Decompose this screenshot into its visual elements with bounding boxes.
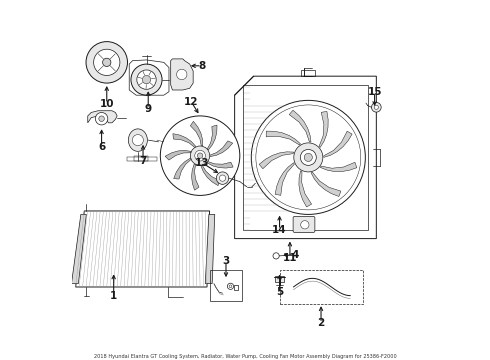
Polygon shape xyxy=(72,215,86,284)
Bar xyxy=(134,156,148,161)
Polygon shape xyxy=(173,134,196,148)
Text: 2: 2 xyxy=(318,318,325,328)
Text: 9: 9 xyxy=(145,104,152,114)
Polygon shape xyxy=(171,59,193,90)
Bar xyxy=(275,276,284,282)
Circle shape xyxy=(131,64,162,95)
Text: 6: 6 xyxy=(98,142,105,152)
Text: 1: 1 xyxy=(110,291,117,301)
Circle shape xyxy=(195,150,205,161)
Text: 13: 13 xyxy=(195,158,209,167)
Circle shape xyxy=(220,175,226,181)
Circle shape xyxy=(304,153,313,161)
Circle shape xyxy=(191,146,210,165)
Bar xyxy=(127,157,157,161)
Text: 15: 15 xyxy=(368,87,382,97)
Polygon shape xyxy=(319,111,328,147)
Ellipse shape xyxy=(128,129,147,151)
Text: 8: 8 xyxy=(198,61,205,71)
Polygon shape xyxy=(173,158,192,179)
Circle shape xyxy=(294,143,323,172)
Polygon shape xyxy=(75,211,210,287)
Circle shape xyxy=(86,42,127,83)
Text: 7: 7 xyxy=(139,156,147,166)
Polygon shape xyxy=(207,125,217,150)
Polygon shape xyxy=(88,111,117,123)
Polygon shape xyxy=(205,215,215,284)
Circle shape xyxy=(137,70,156,89)
Circle shape xyxy=(374,105,378,109)
Polygon shape xyxy=(207,161,233,168)
Circle shape xyxy=(301,221,309,229)
Circle shape xyxy=(160,116,240,195)
Text: 11: 11 xyxy=(283,253,297,262)
Text: 3: 3 xyxy=(222,256,230,266)
Polygon shape xyxy=(190,121,203,147)
Circle shape xyxy=(227,283,234,289)
Polygon shape xyxy=(209,141,233,157)
Polygon shape xyxy=(320,162,357,172)
Text: 14: 14 xyxy=(272,225,287,235)
Circle shape xyxy=(96,112,108,125)
Bar xyxy=(280,270,363,304)
Circle shape xyxy=(197,153,203,158)
Circle shape xyxy=(143,76,150,84)
Polygon shape xyxy=(192,164,199,190)
Circle shape xyxy=(371,103,381,112)
Circle shape xyxy=(251,100,366,215)
Polygon shape xyxy=(289,110,311,142)
Circle shape xyxy=(132,135,144,146)
Circle shape xyxy=(176,69,187,80)
Circle shape xyxy=(102,58,111,67)
Text: 2018 Hyundai Elantra GT Cooling System, Radiator, Water Pump, Cooling Fan Motor : 2018 Hyundai Elantra GT Cooling System, … xyxy=(94,354,396,359)
Bar xyxy=(210,270,242,301)
Polygon shape xyxy=(266,131,300,145)
FancyBboxPatch shape xyxy=(293,216,315,233)
Polygon shape xyxy=(259,152,294,169)
Text: 10: 10 xyxy=(99,99,114,109)
Bar xyxy=(234,284,238,290)
Text: 4: 4 xyxy=(292,250,299,260)
Polygon shape xyxy=(165,150,191,160)
Circle shape xyxy=(216,172,229,184)
Polygon shape xyxy=(311,172,341,197)
Circle shape xyxy=(300,149,317,165)
Bar xyxy=(243,85,368,230)
Polygon shape xyxy=(275,163,294,195)
Circle shape xyxy=(273,253,279,259)
Circle shape xyxy=(99,116,104,121)
Bar xyxy=(301,70,315,76)
Polygon shape xyxy=(201,165,220,186)
Text: 12: 12 xyxy=(184,97,198,107)
Circle shape xyxy=(94,49,120,76)
Polygon shape xyxy=(299,171,312,207)
Polygon shape xyxy=(324,131,352,157)
Text: 5: 5 xyxy=(276,287,283,297)
